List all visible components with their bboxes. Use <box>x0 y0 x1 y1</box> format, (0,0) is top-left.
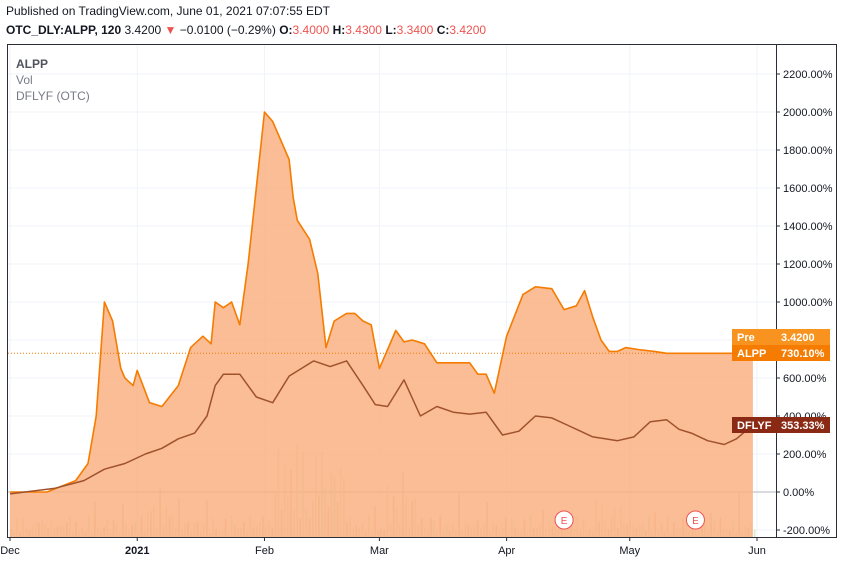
x-tick-label: Dec <box>0 545 20 557</box>
alpp-tag-label: ALPP <box>737 348 766 360</box>
series-layer <box>8 111 776 537</box>
earnings-marker-icon <box>554 510 574 530</box>
low-label: L: <box>385 23 397 37</box>
symbol-label: OTC_DLY:ALPP, 120 <box>6 23 122 37</box>
series-line-dflyf <box>9 360 754 495</box>
y-tick-label: 2200.00% <box>783 69 833 81</box>
high-value: 3.4300 <box>345 23 382 37</box>
down-arrow-icon: ▼ <box>164 23 177 37</box>
legend-main-series[interactable]: ALPP <box>16 57 49 71</box>
x-tick-label: May <box>619 545 640 557</box>
dflyf-tag-value: 353.33% <box>781 420 825 432</box>
y-tick-label: 1600.00% <box>783 183 833 195</box>
legend-compare-series[interactable]: DFLYF (OTC) <box>16 89 90 103</box>
series-area-alpp <box>10 112 753 537</box>
alpp-tag-value: 730.10% <box>781 348 825 360</box>
earnings-marker-label: E <box>692 516 699 527</box>
price-axis[interactable]: 2200.00% 2000.00% 1800.00% 1600.00% 1400.00%… <box>776 69 833 537</box>
earnings-marker-icon <box>685 510 705 530</box>
y-tick-label: 1400.00% <box>783 221 833 233</box>
x-tick-label: Jun <box>748 545 766 557</box>
x-tick-label: Feb <box>255 545 274 557</box>
y-tick-label: -200.00% <box>783 525 830 537</box>
legend-volume[interactable]: Vol <box>16 73 33 87</box>
price-tags: Pre 3.4200 ALPP 730.10% DFLYF 353.33% <box>732 329 830 433</box>
volume-bar <box>753 529 756 537</box>
pre-tag-value: 3.4200 <box>781 332 815 344</box>
x-tick-label: 2021 <box>125 545 149 557</box>
y-tick-label: 1800.00% <box>783 145 833 157</box>
close-label: C: <box>436 23 450 37</box>
y-tick-label: 1000.00% <box>783 297 833 309</box>
dflyf-tag-value-bg <box>777 417 830 433</box>
high-label: H: <box>332 23 346 37</box>
alpp-tag-value-bg <box>777 345 830 361</box>
pre-tag-value-bg <box>777 329 830 345</box>
open-label: O: <box>279 23 293 37</box>
y-tick-label: 1200.00% <box>783 259 833 271</box>
x-tick-label: Apr <box>498 545 515 557</box>
y-tick-label: 200.00% <box>783 449 827 461</box>
symbol-info-bar: OTC_DLY:ALPP, 120 3.4200 ▼ −0.0100 (−0.2… <box>6 23 486 37</box>
alpp-tag-label-bg <box>732 345 778 361</box>
earnings-marker-label: E <box>561 516 568 527</box>
x-tick-label: Mar <box>370 545 389 557</box>
chart-legend: ALPP Vol DFLYF (OTC) <box>16 56 90 104</box>
dflyf-tag-label: DFLYF <box>737 420 772 432</box>
low-value: 3.3400 <box>396 23 434 37</box>
published-caption: Published on TradingView.com, June 01, 2… <box>6 4 330 18</box>
y-tick-label: 600.00% <box>783 373 827 385</box>
dflyf-tag-label-bg <box>732 417 778 433</box>
y-tick-label: 2000.00% <box>783 107 833 119</box>
price-change: −0.0100 (−0.29%) <box>179 23 276 37</box>
series-line-alpp <box>10 111 753 493</box>
pre-tag-label-bg <box>732 329 778 345</box>
open-value: 3.4000 <box>292 23 330 37</box>
last-price: 3.4200 <box>124 23 162 37</box>
pre-tag-label: Pre <box>737 332 755 344</box>
time-axis[interactable]: Dec 2021 Feb Mar Apr May Jun <box>0 537 766 557</box>
close-value: 3.4200 <box>449 23 487 37</box>
y-tick-label: 0.00% <box>783 487 814 499</box>
